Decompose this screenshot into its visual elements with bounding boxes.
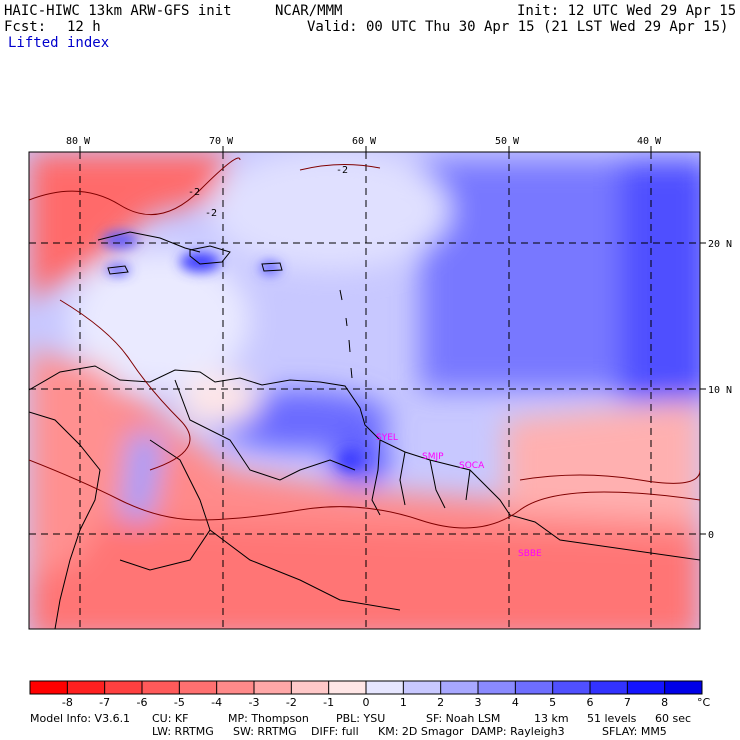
colorbar-tick-label: -7	[99, 696, 110, 709]
colorbar-swatch	[328, 681, 367, 694]
contour-lines	[29, 157, 700, 529]
lat-label: 20 N	[708, 239, 732, 250]
lon-label: 50 W	[495, 136, 520, 147]
colorbar-tick-label: 5	[549, 696, 556, 709]
station-labels: SYEL SMJP SOCA SBBE	[376, 433, 542, 559]
footer-damp: DAMP: Rayleigh3	[471, 725, 565, 738]
colorbar-tick-label: -3	[249, 696, 260, 709]
colorbar-swatch	[216, 681, 255, 694]
field-shading	[29, 152, 700, 629]
colorbar-swatch	[515, 681, 554, 694]
valid-time: Valid: 00 UTC Thu 30 Apr 15 (21 LST Wed …	[307, 19, 729, 35]
colorbar-swatch	[142, 681, 180, 694]
footer-mp: MP: Thompson	[228, 712, 309, 725]
contour-label: -2	[188, 187, 200, 198]
graticule	[29, 152, 700, 629]
field-title: Lifted index	[8, 35, 110, 51]
colorbar-tick-label: 2	[437, 696, 444, 709]
colorbar-tick-labels: -8 -7 -6 -5 -4 -3 -2 -1 0 1 2 3 4 5 6 7 8	[62, 696, 668, 709]
footer-pbl: PBL: YSU	[336, 712, 386, 725]
coastlines	[29, 231, 700, 629]
lat-label: 0	[708, 530, 714, 541]
map-frame	[28, 151, 701, 630]
station-label: SYEL	[376, 433, 398, 443]
colorbar-tick-label: -1	[323, 696, 334, 709]
footer-lw: LW: RRTMG	[152, 725, 214, 738]
footer-sw: SW: RRTMG	[233, 725, 297, 738]
contour-label: -2	[205, 208, 217, 219]
colorbar-tick-label: 0	[363, 696, 370, 709]
footer-sflay: SFLAY: MM5	[602, 725, 667, 738]
lon-label: 60 W	[352, 136, 377, 147]
colorbar-tick-label: 7	[624, 696, 631, 709]
longitude-labels: 80 W 70 W 60 W 50 W 40 W	[66, 136, 662, 147]
colorbar-swatch	[291, 681, 330, 694]
colorbar-tick-label: -6	[137, 696, 148, 709]
colorbar-tick-label: 3	[475, 696, 482, 709]
footer-timestep: 60 sec	[655, 712, 692, 725]
lon-label: 70 W	[209, 136, 234, 147]
colorbar-swatch	[30, 681, 68, 694]
org-label: NCAR/MMM	[275, 3, 343, 19]
colorbar-swatch	[403, 681, 442, 694]
footer-km: KM: 2D Smagor	[378, 725, 464, 738]
top-ticks	[79, 146, 706, 535]
colorbar-unit: °C	[697, 696, 711, 709]
model-title: HAIC-HIWC 13km ARW-GFS init	[4, 3, 232, 19]
colorbar-swatch	[440, 681, 479, 694]
colorbar-swatch	[104, 681, 143, 694]
contour-label: -2	[336, 165, 348, 176]
init-time: Init: 12 UTC Wed 29 Apr 15	[517, 3, 737, 19]
colorbar-swatch	[478, 681, 516, 694]
colorbar-tick-label: -5	[174, 696, 185, 709]
footer-diff: DIFF: full	[311, 725, 359, 738]
footer-levels: 51 levels	[587, 712, 637, 725]
colorbar-tick-label: -4	[211, 696, 222, 709]
lon-label: 80 W	[66, 136, 91, 147]
colorbar-swatch	[366, 681, 404, 694]
latitude-labels: 20 N 10 N 0	[708, 239, 732, 541]
station-label: SMJP	[422, 452, 444, 462]
footer-cu: CU: KF	[152, 712, 189, 725]
footer-sf: SF: Noah LSM	[426, 712, 501, 725]
colorbar-swatch	[67, 681, 106, 694]
station-label: SBBE	[518, 549, 542, 559]
colorbar-tick-label: -8	[62, 696, 73, 709]
lon-label: 40 W	[637, 136, 662, 147]
contour-labels: -2 -2 -2	[188, 165, 348, 219]
lat-label: 10 N	[708, 385, 732, 396]
colorbar	[29, 680, 703, 695]
colorbar-swatch	[179, 681, 218, 694]
colorbar-tick-label: -2	[286, 696, 297, 709]
forecast-label: Fcst:	[4, 19, 47, 35]
footer-model-info: Model Info: V3.6.1	[30, 712, 131, 725]
station-label: SOCA	[459, 461, 485, 471]
colorbar-swatch	[552, 681, 591, 694]
colorbar-tick-label: 6	[587, 696, 594, 709]
footer-resolution: 13 km	[534, 712, 569, 725]
colorbar-tick-label: 1	[400, 696, 407, 709]
colorbar-swatch	[627, 681, 666, 694]
forecast-hour: 12 h	[67, 19, 101, 35]
colorbar-swatch	[664, 681, 703, 694]
colorbar-tick-label: 8	[661, 696, 668, 709]
colorbar-swatch	[254, 681, 292, 694]
colorbar-swatch	[590, 681, 628, 694]
colorbar-tick-label: 4	[512, 696, 519, 709]
